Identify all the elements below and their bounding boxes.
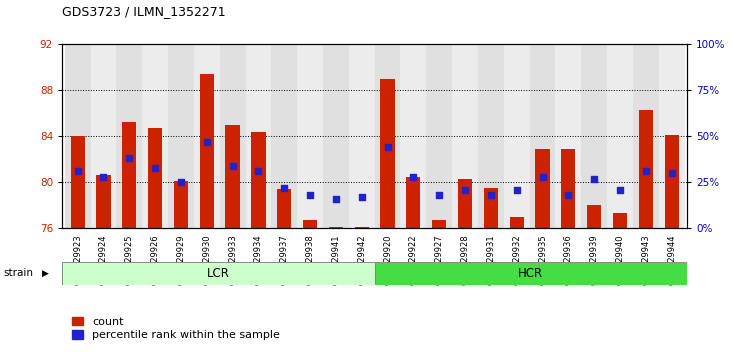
Point [588,176,600,182]
Bar [298,44,323,228]
Bar [659,44,684,228]
Point [330,196,342,202]
Bar [639,110,653,228]
Bar [607,44,633,228]
Bar [452,44,478,228]
Text: HCR: HCR [518,267,543,280]
Bar [122,122,137,228]
Point [511,187,523,193]
Bar [478,44,504,228]
Bar [349,44,374,228]
Bar [401,44,426,228]
Bar [587,205,602,228]
Bar [458,179,472,228]
Bar [174,181,188,228]
Point [459,187,471,193]
Point [149,165,161,170]
Bar [246,44,271,228]
Bar [96,176,110,228]
Bar [613,213,627,228]
Point [666,170,678,176]
Bar [510,217,524,228]
Point [175,179,187,185]
Bar [168,44,194,228]
Bar [355,227,369,228]
Point [382,144,393,150]
Point [433,192,445,198]
Bar [251,132,265,228]
Bar [561,149,575,228]
Point [72,169,83,174]
Point [562,192,574,198]
Bar [143,44,168,228]
Text: ▶: ▶ [42,269,48,278]
Point [304,192,316,198]
Bar [633,44,659,228]
Bar [529,44,556,228]
Bar [70,136,85,228]
Bar [271,44,298,228]
Point [124,155,135,161]
Bar [374,44,401,228]
Bar [91,44,116,228]
Bar [380,79,395,228]
Point [279,185,290,191]
Point [227,163,238,169]
Bar [303,220,317,228]
Bar [426,44,452,228]
Bar [116,44,143,228]
Bar [65,44,91,228]
Bar [432,220,447,228]
Point [537,174,548,179]
Bar [148,128,162,228]
Bar [194,44,220,228]
Bar [225,125,240,228]
Bar [323,44,349,228]
Point [640,169,651,174]
Point [98,174,110,179]
Point [407,174,419,179]
Text: LCR: LCR [207,267,230,280]
Bar [200,74,214,228]
Text: GDS3723 / ILMN_1352271: GDS3723 / ILMN_1352271 [62,5,226,18]
Bar [504,44,529,228]
Bar [374,262,687,285]
Point [201,139,213,145]
Point [614,187,626,193]
Bar [406,177,420,228]
Bar [535,149,550,228]
Bar [581,44,607,228]
Bar [484,188,498,228]
Bar [329,227,343,228]
Legend: count, percentile rank within the sample: count, percentile rank within the sample [68,313,284,345]
Point [356,194,368,200]
Point [253,169,265,174]
Bar [277,189,292,228]
Text: strain: strain [4,268,34,278]
Bar [220,44,246,228]
Bar [62,262,374,285]
Point [485,192,496,198]
Bar [664,135,679,228]
Bar [556,44,581,228]
